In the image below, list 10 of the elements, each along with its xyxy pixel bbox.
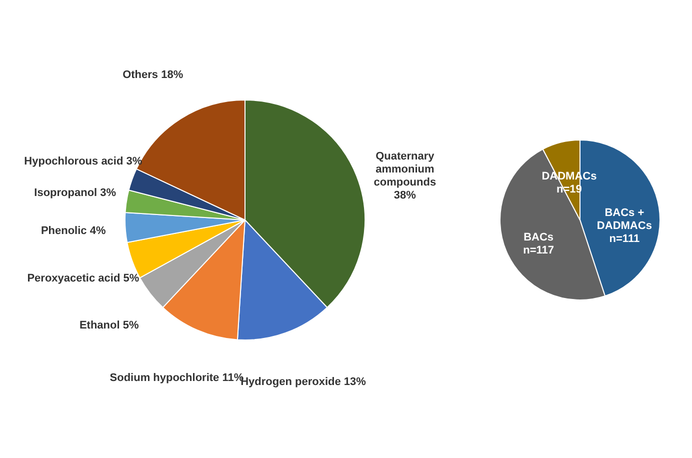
slice-label: Ethanol 5% (79, 319, 139, 332)
slice-label: Peroxyacetic acid 5% (27, 272, 140, 284)
data-label: n=117 (523, 244, 554, 257)
slice-label: BACs (524, 232, 554, 244)
data-label: n=111 (609, 232, 640, 245)
slice-label: Others 18% (122, 68, 184, 81)
slice-label: Isopropanol 3% (34, 187, 116, 200)
data-label: 38% (394, 190, 416, 202)
slice-label: Quaternary ammonium compounds (374, 150, 436, 189)
slice-label: Phenolic 4% (40, 224, 106, 237)
